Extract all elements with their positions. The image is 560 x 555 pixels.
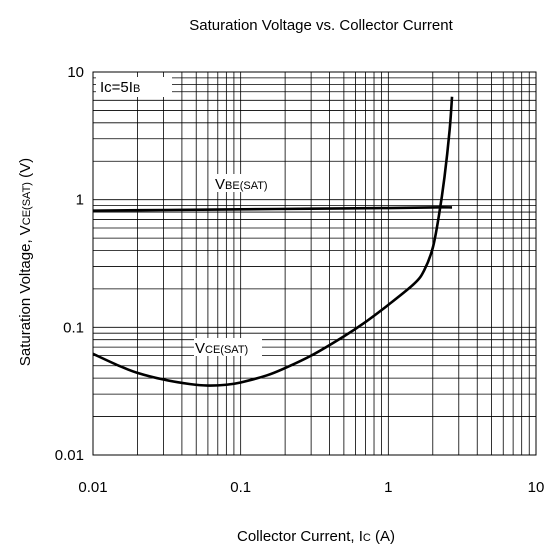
y-tick-labels: 0.01 0.1 1 10 — [55, 64, 84, 464]
x-tick-labels: 0.01 0.1 1 10 — [78, 479, 544, 496]
vbe-label-bg — [214, 174, 280, 192]
y-tick-label: 0.1 — [63, 319, 84, 336]
vce-sat-label: VCE(SAT) — [195, 340, 248, 357]
x-tick-label: 10 — [528, 479, 545, 496]
series-line-vce-sat — [92, 96, 454, 387]
y-tick-label: 10 — [67, 64, 84, 81]
y-axis-label: Saturation Voltage, VCE(SAT) (V) — [17, 158, 34, 366]
vbe-sat-label: VBE(SAT) — [215, 176, 268, 193]
condition-label-bg — [96, 77, 172, 97]
x-tick-label: 0.01 — [78, 479, 107, 496]
series-layer — [92, 96, 454, 387]
y-tick-label: 1 — [76, 192, 84, 209]
chart-title: Saturation Voltage vs. Collector Current — [189, 17, 453, 34]
condition-label: Ic=5IB — [100, 79, 140, 96]
x-tick-label: 0.1 — [230, 479, 251, 496]
grid — [93, 72, 536, 455]
x-axis-label: Collector Current, IC (A) — [237, 528, 395, 545]
x-tick-label: 1 — [384, 479, 392, 496]
y-tick-label: 0.01 — [55, 447, 84, 464]
vce-label-bg — [194, 338, 262, 356]
series-line-vbe-sat — [92, 206, 453, 212]
plot-frame — [92, 71, 537, 456]
